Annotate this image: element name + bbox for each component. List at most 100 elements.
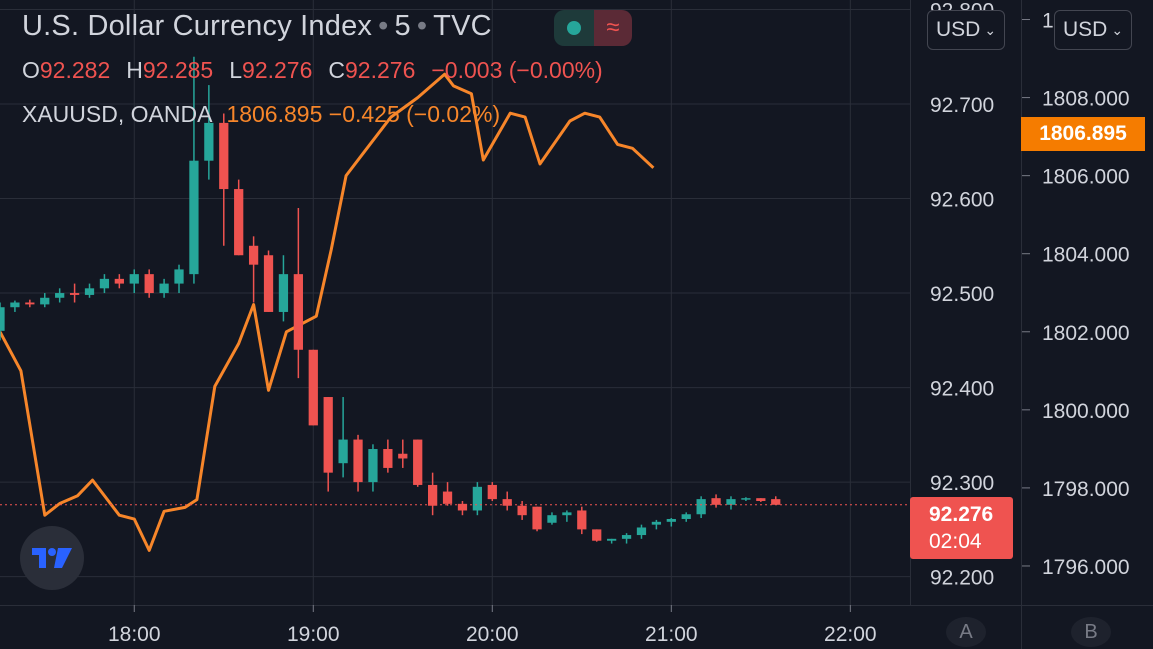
time-axis-tick-label: 20:00 (466, 623, 519, 646)
overlay-symbol[interactable]: XAUUSD, OANDA (22, 101, 213, 127)
time-axis-tick-label: 21:00 (645, 623, 698, 646)
left-currency-button[interactable]: USD ⌄ (927, 10, 1006, 50)
open-value: 92.282 (39, 57, 111, 83)
candle (323, 397, 333, 492)
candle-body (592, 529, 602, 541)
status-dot-icon (567, 21, 581, 35)
candle-body (607, 538, 617, 541)
candle (219, 113, 229, 246)
candle-body (144, 274, 154, 294)
chevron-down-icon: ⌄ (984, 21, 997, 38)
candle-body (0, 307, 5, 331)
candle (25, 299, 35, 308)
candle (144, 269, 154, 298)
candle-body (502, 499, 512, 506)
bar-countdown: 02:04 (929, 530, 982, 553)
candle-body (263, 255, 274, 312)
candle-body (427, 484, 438, 506)
candle-body (726, 499, 736, 505)
interval-label[interactable]: 5 (394, 10, 411, 42)
approx-icon[interactable]: ≈ (594, 10, 632, 46)
candle (84, 283, 95, 298)
candle-body (219, 122, 229, 190)
change-value: −0.003 (−0.00%) (431, 57, 603, 83)
candle (40, 293, 50, 308)
candle (472, 482, 483, 516)
candle-body (55, 293, 65, 298)
market-open-indicator[interactable] (554, 10, 594, 46)
candle (607, 538, 617, 544)
chart-title[interactable]: U.S. Dollar Currency Index • 5 • TVC (22, 10, 492, 43)
tradingview-logo-icon[interactable] (20, 526, 84, 590)
candle-body (681, 514, 691, 519)
tradingview-logo-mark (32, 548, 72, 568)
candle (592, 529, 602, 542)
right-axis-tick-label: 1806.000 (1042, 166, 1130, 189)
time-axis-tick-label: 18:00 (108, 623, 161, 646)
low-label: L (229, 57, 243, 83)
candle-body (398, 453, 408, 459)
candle (0, 302, 5, 341)
candle (189, 56, 199, 284)
xauusd-line (0, 72, 655, 552)
candle (696, 496, 706, 519)
open-label: O (22, 57, 40, 83)
candle-body (40, 297, 50, 305)
left-axis-tick-label: 92.400 (930, 378, 994, 401)
candle (532, 506, 542, 532)
xauusd-series-line (0, 72, 655, 552)
candle (248, 236, 259, 303)
right-axis-tick-label: 1802.000 (1042, 322, 1130, 345)
right-currency-button[interactable]: USD ⌄ (1054, 10, 1133, 50)
candle-body (696, 499, 706, 515)
candle-body (25, 302, 35, 305)
candle-body (442, 491, 453, 504)
market-status-toggle[interactable]: ≈ (554, 10, 632, 46)
candle-body (487, 484, 497, 500)
candle (234, 179, 244, 256)
overlay-value: 1806.895 −0.425 (−0.02%) (226, 101, 501, 127)
candle (741, 497, 751, 502)
high-value: 92.285 (142, 57, 214, 83)
candle-body (189, 160, 199, 275)
separator-dot: • (378, 10, 389, 42)
candle-body (84, 288, 95, 295)
right-axis-scale-button[interactable]: B (1071, 617, 1111, 647)
overlay-legend[interactable]: XAUUSD, OANDA 1806.895 −0.425 (−0.02%) (22, 101, 500, 128)
symbol-name[interactable]: U.S. Dollar Currency Index (22, 10, 373, 42)
candle (10, 300, 20, 312)
candle-body (323, 397, 333, 473)
gold-price-tag: 1806.895 (1021, 117, 1145, 151)
candle (308, 349, 318, 426)
right-axis-tick-label: 1804.000 (1042, 244, 1130, 267)
candle (204, 85, 214, 180)
candle (159, 278, 169, 298)
left-axis-tick-label: 92.600 (930, 189, 994, 212)
time-axis-ticks[interactable]: 18:00 19:00 20:00 21:00 22:00 (108, 605, 877, 646)
candle-body (278, 274, 289, 312)
chevron-down-icon: ⌄ (1111, 21, 1124, 38)
candle-body (517, 505, 527, 516)
candle-body (711, 498, 721, 505)
candle (427, 472, 438, 516)
auto-scale-button[interactable]: A (946, 617, 986, 647)
candle-body (159, 283, 169, 294)
left-axis-tick-label: 92.200 (930, 567, 994, 590)
candle (651, 519, 662, 530)
dxy-candles (0, 56, 781, 544)
candle-body (771, 499, 781, 505)
candle (368, 444, 378, 492)
right-axis-tick-label: 1808.000 (1042, 88, 1130, 111)
grid-lines (0, 0, 910, 605)
candle-body (413, 439, 423, 485)
candle-body (69, 293, 80, 295)
close-label: C (328, 57, 346, 83)
candle (547, 512, 557, 525)
right-price-axis[interactable] (1022, 0, 1153, 605)
ohlc-legend: O92.282 H92.285 L92.276 C92.276 −0.003 (−0.0… (22, 57, 603, 84)
candle (621, 533, 632, 544)
candle-body (562, 512, 572, 516)
candle (293, 207, 303, 379)
candle-body (353, 439, 363, 483)
